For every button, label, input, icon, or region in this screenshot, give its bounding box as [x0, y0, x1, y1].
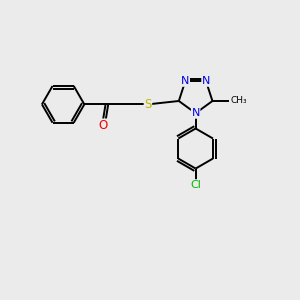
Text: Cl: Cl [190, 180, 201, 190]
Text: O: O [98, 119, 107, 132]
Text: N: N [191, 108, 200, 118]
Text: N: N [181, 76, 189, 86]
Text: S: S [144, 98, 152, 111]
Text: CH₃: CH₃ [230, 97, 247, 106]
Text: N: N [202, 76, 210, 86]
